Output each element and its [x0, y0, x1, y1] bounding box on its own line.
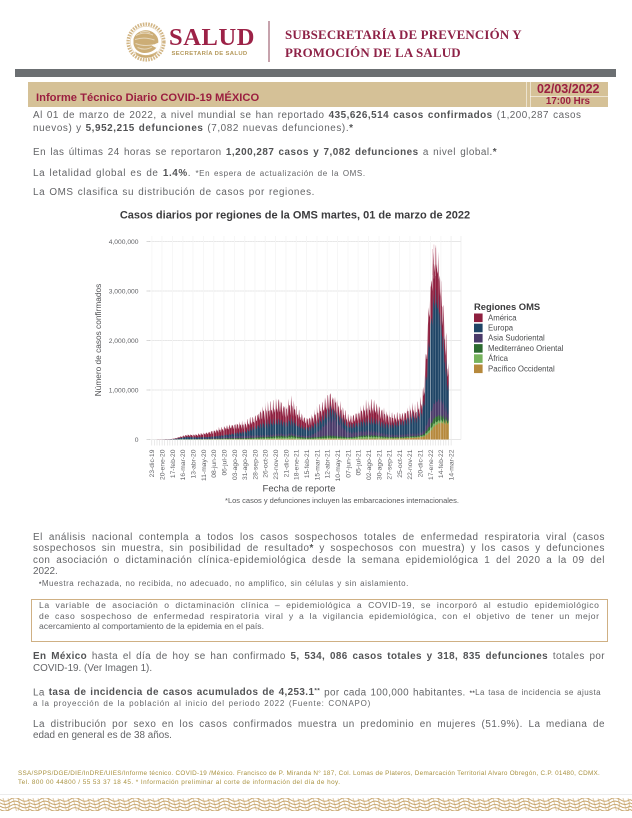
svg-text:17-ene-22: 17-ene-22 [428, 449, 435, 480]
svg-text:06-jul-20: 06-jul-20 [221, 449, 228, 475]
svg-text:20-dic-21: 20-dic-21 [418, 449, 425, 477]
svg-text:13-abr-20: 13-abr-20 [191, 449, 198, 478]
svg-text:Número de casos confirmados: Número de casos confirmados [93, 284, 103, 397]
svg-text:Asia Sudoriental: Asia Sudoriental [488, 334, 545, 343]
svg-text:02-ago-21: 02-ago-21 [366, 449, 373, 480]
svg-text:0: 0 [135, 437, 139, 444]
svg-text:3,000,000: 3,000,000 [109, 288, 139, 295]
svg-text:Mediterráneo Oriental: Mediterráneo Oriental [488, 344, 564, 353]
svg-text:05-jul-21: 05-jul-21 [356, 449, 363, 475]
svg-text:28-sep-20: 28-sep-20 [252, 449, 259, 479]
svg-text:América: América [488, 313, 517, 322]
svg-text:Regiones OMS: Regiones OMS [474, 301, 540, 312]
svg-text:1,000,000: 1,000,000 [109, 387, 139, 394]
svg-text:12-abr-21: 12-abr-21 [325, 449, 332, 478]
svg-text:23-dic-19: 23-dic-19 [149, 449, 156, 477]
svg-text:18-ene-21: 18-ene-21 [294, 449, 301, 480]
svg-text:25-oct-21: 25-oct-21 [397, 449, 404, 478]
svg-text:*Los casos y defunciones inclu: *Los casos y defunciones incluyen las em… [225, 496, 459, 505]
svg-text:África: África [488, 354, 509, 363]
svg-text:15-feb-21: 15-feb-21 [304, 449, 311, 478]
svg-text:22-nov-21: 22-nov-21 [407, 449, 414, 479]
svg-text:4,000,000: 4,000,000 [109, 239, 139, 246]
svg-text:10-may-21: 10-may-21 [335, 449, 342, 481]
svg-text:14-mar-22: 14-mar-22 [449, 449, 456, 480]
svg-text:Casos diarios por regiones de: Casos diarios por regiones de la OMS mar… [120, 209, 470, 221]
svg-text:08-jun-20: 08-jun-20 [211, 449, 218, 478]
svg-text:Fecha de reporte: Fecha de reporte [262, 484, 335, 495]
svg-text:Pacífico Occidental: Pacífico Occidental [488, 364, 555, 373]
svg-text:07-jun-21: 07-jun-21 [345, 449, 352, 478]
svg-text:26-oct-20: 26-oct-20 [263, 449, 270, 478]
svg-text:15-mar-21: 15-mar-21 [314, 449, 321, 480]
svg-text:Europa: Europa [488, 324, 514, 333]
svg-text:2,000,000: 2,000,000 [109, 338, 139, 345]
svg-text:23-nov-20: 23-nov-20 [273, 449, 280, 479]
svg-text:30-ago-21: 30-ago-21 [376, 449, 383, 480]
svg-text:21-dic-20: 21-dic-20 [283, 449, 290, 477]
svg-text:31-ago-20: 31-ago-20 [242, 449, 249, 480]
svg-text:03-ago-20: 03-ago-20 [232, 449, 239, 480]
svg-text:16-mar-20: 16-mar-20 [180, 449, 187, 480]
svg-text:17-feb-20: 17-feb-20 [170, 449, 177, 478]
svg-text:11-may-20: 11-may-20 [201, 449, 208, 481]
svg-text:27-sep-21: 27-sep-21 [387, 449, 394, 479]
svg-text:20-ene-20: 20-ene-20 [160, 449, 167, 480]
svg-text:14-feb-22: 14-feb-22 [438, 449, 445, 478]
